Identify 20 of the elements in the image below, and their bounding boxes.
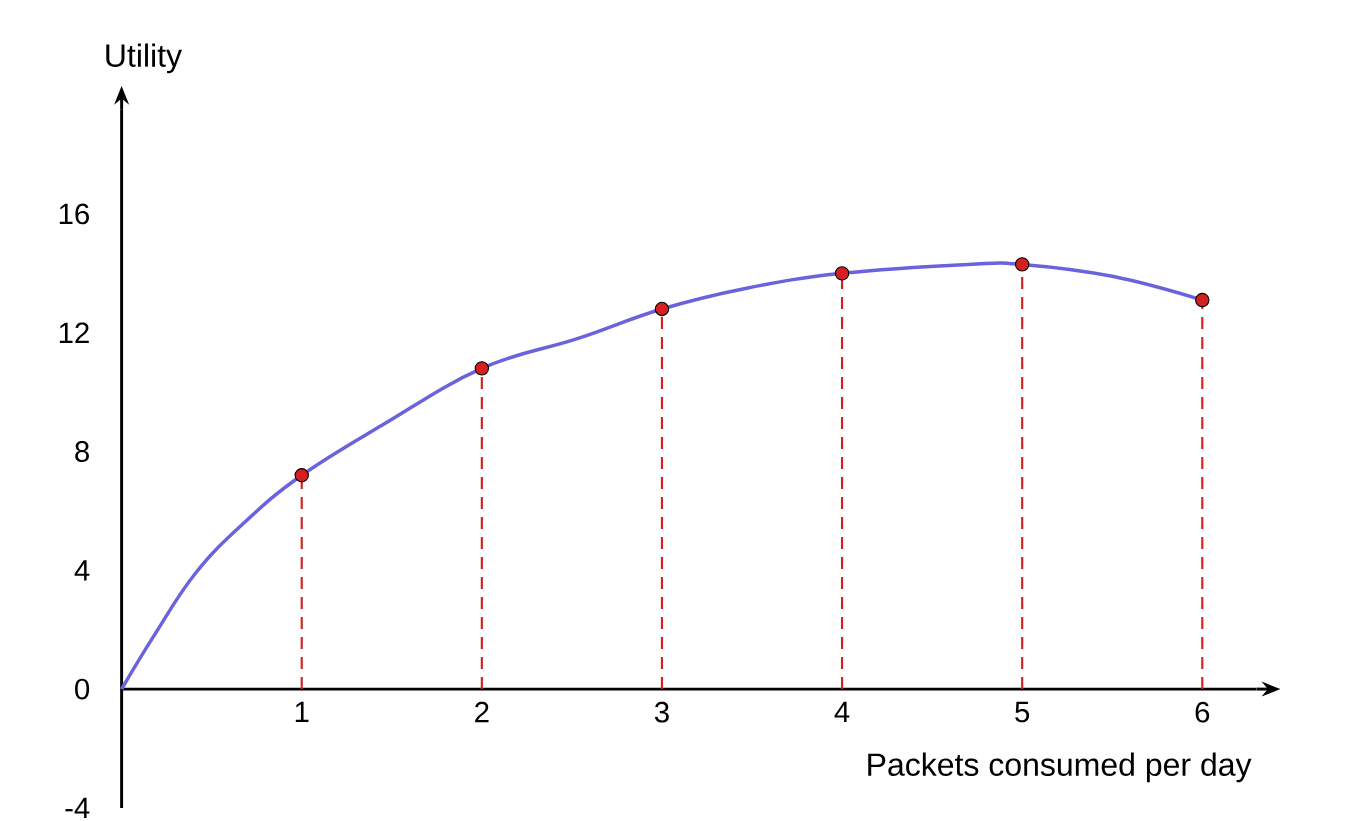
y-tick-label: 4 bbox=[74, 560, 90, 581]
x-tick-label: 2 bbox=[475, 701, 489, 723]
point bbox=[294, 468, 309, 483]
x-tick-label: 5 bbox=[1015, 701, 1030, 723]
y-tick-label: 16 bbox=[59, 203, 89, 225]
y-tick-label: 8 bbox=[75, 441, 89, 462]
point bbox=[834, 266, 850, 281]
x-axis-title: Packets consumed per day bbox=[868, 752, 1252, 783]
x-tick-label: 4 bbox=[834, 701, 850, 722]
point bbox=[474, 361, 490, 376]
y-tick-label: -4 bbox=[65, 797, 90, 818]
x-tick-label: 3 bbox=[654, 701, 669, 723]
y-tick-label: 12 bbox=[59, 322, 89, 343]
y-tick-label: 0 bbox=[75, 678, 90, 700]
x-tick-label: 1 bbox=[295, 701, 309, 722]
y-axis-title: Utility bbox=[106, 43, 182, 74]
x-tick-label: 6 bbox=[1195, 701, 1210, 723]
point bbox=[1014, 257, 1030, 272]
point bbox=[1195, 292, 1210, 308]
point bbox=[654, 301, 670, 317]
